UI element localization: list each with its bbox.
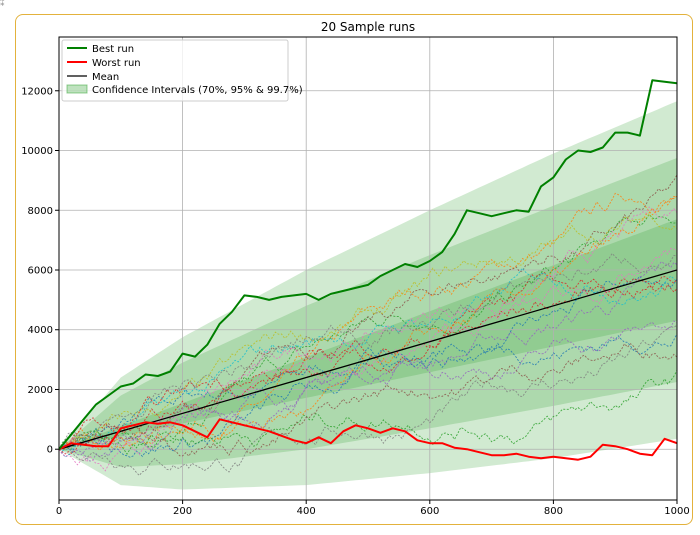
y-tick-label: 10000 <box>21 146 53 157</box>
x-tick-label: 400 <box>297 506 316 517</box>
sample-run-line <box>59 247 677 472</box>
sample-run-line <box>59 343 677 457</box>
legend-box <box>61 39 289 102</box>
sample-run-line <box>59 267 677 452</box>
sample-run-line <box>59 206 677 450</box>
x-tick-label: 600 <box>420 506 439 517</box>
legend-label-mean: Mean <box>92 72 119 83</box>
legend-label-ci: Confidence Intervals (70%, 95% & 99.7%) <box>92 85 303 96</box>
sample-run-line <box>59 324 677 477</box>
legend-label-best: Best run <box>92 44 134 55</box>
x-tick-label: 800 <box>544 506 563 517</box>
y-tick-label: 4000 <box>28 325 53 336</box>
sample-run-line <box>59 213 677 451</box>
x-tick-label: 0 <box>56 506 62 517</box>
legend: Best run Worst run Mean Confidence Inter… <box>61 39 303 102</box>
sample-run-line <box>59 276 677 455</box>
chart-title: 20 Sample runs <box>321 20 415 34</box>
x-tick-label: 200 <box>173 506 192 517</box>
y-tick-label: 2000 <box>28 385 53 396</box>
y-tick-label: 12000 <box>21 86 53 97</box>
mean-line <box>59 269 677 450</box>
main-lines <box>59 79 677 461</box>
confidence-bands <box>59 101 677 490</box>
axis-ticks: 0 200 400 600 800 100002000400060008000100001… <box>21 86 690 517</box>
y-tick-label: 6000 <box>28 265 53 276</box>
x-tick-label: 1000 <box>664 506 689 517</box>
legend-label-worst: Worst run <box>92 58 141 69</box>
sample-run-line <box>59 275 677 450</box>
sample-run-line <box>59 192 677 451</box>
worst-run-line <box>59 418 677 461</box>
sample-run-line <box>59 271 677 450</box>
plot-frame <box>58 36 678 501</box>
corner-glyph: ⁑ <box>0 0 5 9</box>
sample-run-line <box>59 320 677 456</box>
sample-run-line <box>59 252 677 450</box>
sample-run-line <box>59 174 677 450</box>
y-tick-label: 8000 <box>28 206 53 217</box>
best-run-line <box>59 79 677 450</box>
legend-swatch-ci <box>66 84 88 94</box>
sample-run-line <box>59 333 677 458</box>
y-tick-label: 0 <box>47 445 53 456</box>
